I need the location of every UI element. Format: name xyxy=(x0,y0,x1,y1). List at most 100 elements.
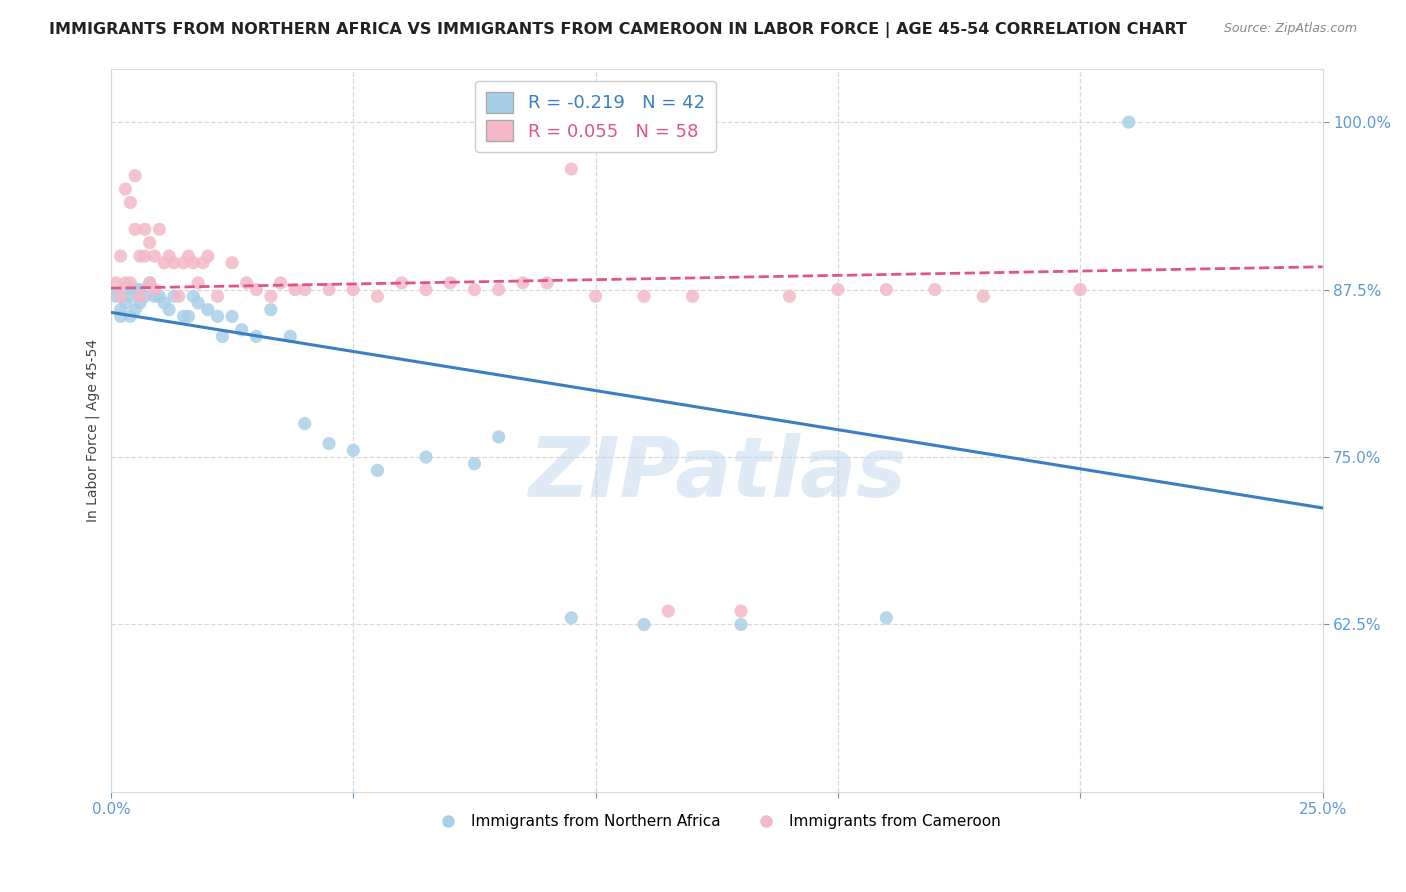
Point xyxy=(104,276,127,290)
Point xyxy=(439,276,461,290)
Point xyxy=(163,256,186,270)
Point xyxy=(157,249,180,263)
Point xyxy=(270,276,292,290)
Point xyxy=(488,283,510,297)
Point xyxy=(110,249,132,263)
Point xyxy=(245,329,267,343)
Point xyxy=(138,276,160,290)
Y-axis label: In Labor Force | Age 45-54: In Labor Force | Age 45-54 xyxy=(86,339,100,522)
Point xyxy=(129,283,152,297)
Point xyxy=(110,302,132,317)
Point xyxy=(585,289,607,303)
Point xyxy=(134,289,156,303)
Point xyxy=(114,276,136,290)
Point xyxy=(560,611,582,625)
Point xyxy=(207,310,229,324)
Point xyxy=(245,283,267,297)
Point xyxy=(124,283,146,297)
Point xyxy=(221,256,243,270)
Point xyxy=(260,302,283,317)
Point xyxy=(560,161,582,176)
Point xyxy=(633,617,655,632)
Point xyxy=(778,289,800,303)
Point xyxy=(463,457,485,471)
Point xyxy=(318,283,340,297)
Point xyxy=(366,289,388,303)
Point xyxy=(110,310,132,324)
Point xyxy=(120,195,142,210)
Point xyxy=(415,283,437,297)
Point xyxy=(294,283,316,297)
Point xyxy=(104,289,127,303)
Point xyxy=(187,296,209,310)
Point xyxy=(153,296,176,310)
Point xyxy=(114,296,136,310)
Point xyxy=(163,289,186,303)
Point xyxy=(318,436,340,450)
Point xyxy=(148,222,170,236)
Point xyxy=(124,302,146,317)
Point xyxy=(536,276,558,290)
Point xyxy=(342,283,364,297)
Text: ZIPatlas: ZIPatlas xyxy=(527,434,905,514)
Point xyxy=(415,450,437,464)
Point xyxy=(120,289,142,303)
Point xyxy=(167,289,190,303)
Point xyxy=(181,289,204,303)
Point xyxy=(157,302,180,317)
Point xyxy=(129,289,152,303)
Point xyxy=(972,289,994,303)
Point xyxy=(633,289,655,303)
Point xyxy=(366,463,388,477)
Point xyxy=(173,310,195,324)
Point xyxy=(682,289,704,303)
Point xyxy=(827,283,849,297)
Point xyxy=(197,249,219,263)
Point xyxy=(134,222,156,236)
Point xyxy=(173,256,195,270)
Point xyxy=(124,222,146,236)
Point xyxy=(730,604,752,618)
Point xyxy=(211,329,233,343)
Point xyxy=(148,289,170,303)
Point xyxy=(138,235,160,250)
Point xyxy=(177,310,200,324)
Text: Source: ZipAtlas.com: Source: ZipAtlas.com xyxy=(1223,22,1357,36)
Point xyxy=(129,296,152,310)
Point xyxy=(177,249,200,263)
Point xyxy=(1069,283,1091,297)
Point xyxy=(284,283,307,297)
Point xyxy=(294,417,316,431)
Point xyxy=(191,256,214,270)
Point xyxy=(875,283,897,297)
Point xyxy=(488,430,510,444)
Point xyxy=(124,169,146,183)
Point xyxy=(197,302,219,317)
Point xyxy=(110,289,132,303)
Point xyxy=(120,310,142,324)
Text: IMMIGRANTS FROM NORTHERN AFRICA VS IMMIGRANTS FROM CAMEROON IN LABOR FORCE | AGE: IMMIGRANTS FROM NORTHERN AFRICA VS IMMIG… xyxy=(49,22,1187,38)
Point xyxy=(207,289,229,303)
Point xyxy=(463,283,485,297)
Point xyxy=(120,276,142,290)
Point xyxy=(134,249,156,263)
Point xyxy=(924,283,946,297)
Point xyxy=(143,283,166,297)
Point xyxy=(221,310,243,324)
Legend: Immigrants from Northern Africa, Immigrants from Cameroon: Immigrants from Northern Africa, Immigra… xyxy=(426,808,1007,835)
Point xyxy=(730,617,752,632)
Point xyxy=(657,604,679,618)
Point xyxy=(260,289,283,303)
Point xyxy=(231,323,253,337)
Point xyxy=(138,276,160,290)
Point xyxy=(114,283,136,297)
Point xyxy=(235,276,257,290)
Point xyxy=(875,611,897,625)
Point xyxy=(187,276,209,290)
Point xyxy=(143,289,166,303)
Point xyxy=(512,276,534,290)
Point xyxy=(342,443,364,458)
Point xyxy=(1118,115,1140,129)
Point xyxy=(278,329,301,343)
Point xyxy=(143,249,166,263)
